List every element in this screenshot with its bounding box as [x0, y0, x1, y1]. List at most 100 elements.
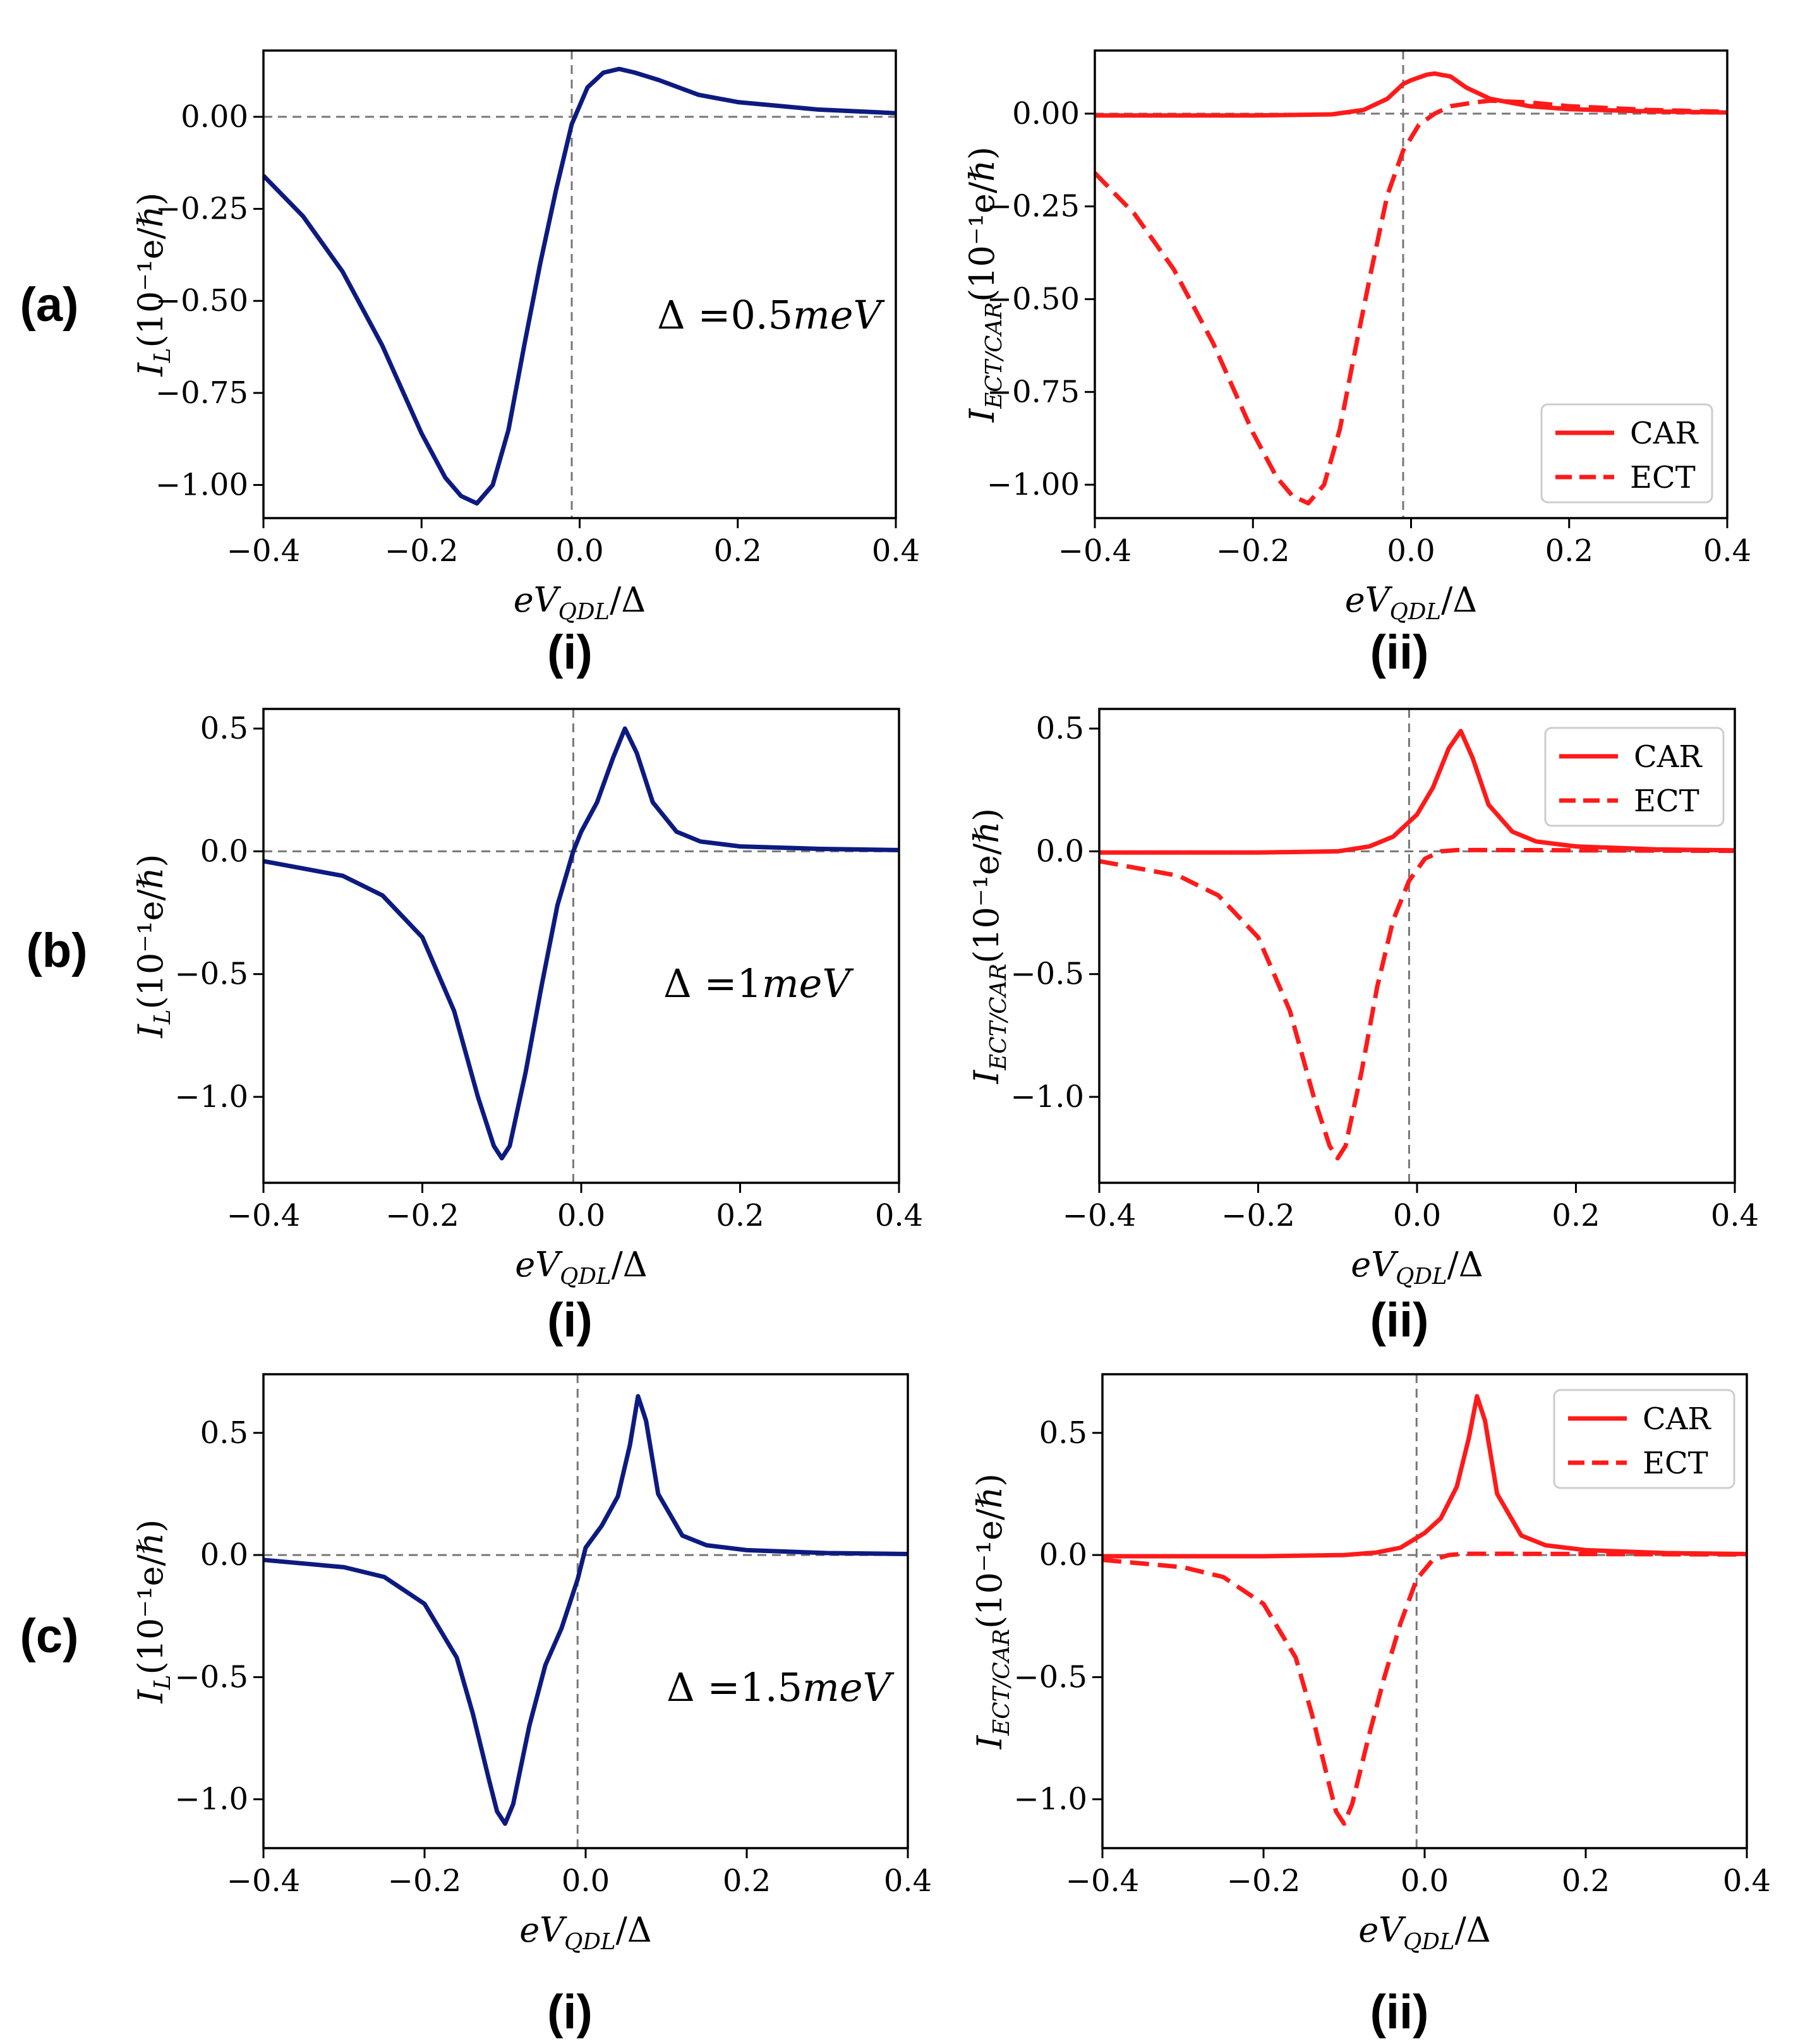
x-tick-label-c-ii: 0.2 [1562, 1863, 1610, 1899]
y-axis-label-a-i: IL(10⁻¹e/ℏ) [131, 193, 176, 377]
x-tick-label-a-i: 0.4 [872, 533, 920, 569]
x-tick-label-c-i: 0.4 [884, 1863, 932, 1899]
col-label-c-ii: (ii) [1370, 1985, 1429, 2039]
panel-b-i: −0.4 −0.2 0.0 0.2 0.4 0.5 0.0 −0.5 −1.0 eVQDL/Δ IL… [131, 708, 923, 1290]
y-axis-label-c-i-part-2: (10⁻¹e/ℏ) [131, 1520, 171, 1675]
y-tick-label-a-ii: 0.00 [1012, 96, 1080, 131]
y-tick-label-b-i: 0.0 [200, 833, 248, 869]
x-tick-label-a-ii: −0.2 [1216, 533, 1290, 569]
y-axis-label-a-ii-part-1: ECT/CAR [981, 302, 1007, 409]
y-axis-label-b-ii-part-1: ECT/CAR [986, 964, 1011, 1071]
series-il-c-i [263, 1394, 908, 1826]
annotation-b-i: Δ =1meV [663, 960, 854, 1007]
annotation-b-i-part-1: 1 [737, 960, 761, 1007]
x-tick-label-b-i: −0.2 [385, 1198, 459, 1233]
y-tick-label-a-ii: −0.75 [987, 374, 1080, 409]
y-tick-label-a-i: −0.25 [155, 191, 248, 227]
y-tick-label-c-ii: 0.0 [1039, 1537, 1087, 1573]
y-tick-label-a-i: −0.50 [155, 283, 248, 318]
x-tick-label-b-ii: −0.2 [1221, 1198, 1295, 1233]
series-car-b-ii [1099, 729, 1735, 855]
series-ect-a-ii [1093, 98, 1728, 505]
y-axis-label-a-i-part-2: (10⁻¹e/ℏ) [131, 193, 171, 348]
y-axis-label-c-i-part-1: L [150, 1674, 176, 1690]
col-label-b-ii: (ii) [1370, 1293, 1429, 1347]
panel-b-ii: −0.4 −0.2 0.0 0.2 0.40.50.0−0.5−1.0eVQDL/ΔIE… [967, 708, 1759, 1290]
y-tick-label-a-ii: −0.50 [987, 281, 1080, 317]
x-tick-label-b-i: −0.4 [227, 1198, 301, 1233]
row-label-a: (a) [20, 278, 79, 332]
x-axis-label-a-ii-part-1: QDL [1390, 599, 1441, 625]
series-car-a-ii [1095, 71, 1728, 118]
y-axis-label-b-i-part-2: (10⁻¹e/ℏ) [131, 854, 171, 1010]
x-tick-label-c-i: −0.4 [227, 1863, 301, 1899]
x-tick-label-a-ii: −0.4 [1058, 533, 1132, 569]
y-tick-label-b-i: −1.0 [174, 1079, 248, 1115]
row-label-b: (b) [26, 924, 87, 977]
y-tick-label-b-ii: 0.5 [1036, 711, 1084, 746]
x-tick-label-b-i: 0.2 [716, 1198, 764, 1233]
y-axis-label-c-i: IL(10⁻¹e/ℏ) [131, 1520, 176, 1704]
y-axis-label-c-ii: IECT/CAR(10⁻¹e/ℏ) [970, 1473, 1015, 1750]
y-tick-label-c-i: −1.0 [174, 1782, 248, 1817]
y-axis-label-a-ii: IECT/CAR(10⁻¹e/ℏ) [962, 147, 1007, 423]
x-axis-label-a-ii-part-0: eV [1345, 580, 1393, 620]
annotation-c-i-part-1: 1.5 [740, 1664, 802, 1710]
x-tick-label-c-ii: 0.0 [1401, 1863, 1449, 1899]
row-label-c: (c) [20, 1609, 79, 1663]
x-axis-label-a-i-part-1: QDL [558, 599, 610, 625]
y-tick-label-a-i: −0.75 [155, 375, 248, 411]
annotation-c-i-part-2: meV [802, 1664, 895, 1710]
x-axis-label-b-i-part-1: QDL [560, 1264, 611, 1290]
x-axis-label-c-ii: eVQDL/Δ [1358, 1910, 1491, 1955]
panel-c-ii: −0.4 −0.2 0.0 0.2 0.40.50.0−0.5−1.0eVQDL/ΔIE… [970, 1373, 1771, 1955]
y-axis-label-c-ii-part-0: I [970, 1734, 1010, 1750]
x-axis-label-c-ii-part-0: eV [1358, 1910, 1406, 1950]
x-axis-label-c-ii-part-2: /Δ [1455, 1910, 1491, 1950]
x-tick-label-c-ii: −0.2 [1227, 1863, 1301, 1899]
y-tick-label-a-i: 0.00 [181, 99, 248, 135]
y-tick-label-c-i: −0.5 [174, 1659, 248, 1695]
x-tick-label-b-ii: 0.0 [1393, 1198, 1441, 1233]
col-label-c-i: (i) [547, 1985, 593, 2039]
y-axis-label-a-i-part-1: L [150, 348, 176, 363]
col-label-b-i: (i) [547, 1293, 593, 1347]
y-tick-label-b-i: 0.5 [200, 711, 248, 746]
y-axis-label-b-i: IL(10⁻¹e/ℏ) [131, 854, 176, 1039]
y-axis-label-b-i-part-1: L [150, 1009, 176, 1025]
x-tick-label-b-i: 0.4 [875, 1198, 923, 1233]
panel-c-i: −0.4 −0.2 0.0 0.2 0.4 0.5 0.0 −0.5 −1.0 eVQDL/Δ IL… [131, 1373, 932, 1955]
x-tick-label-a-i: −0.4 [227, 533, 301, 569]
x-axis-label-b-i-part-2: /Δ [612, 1245, 648, 1285]
x-axis-label-a-i-part-0: eV [514, 580, 562, 620]
y-tick-label-c-ii: −0.5 [1013, 1659, 1087, 1695]
x-axis-label-a-ii-part-2: /Δ [1441, 580, 1477, 620]
series-ect-b-ii [1099, 847, 1735, 1161]
x-axis-label-b-ii-part-0: eV [1351, 1245, 1399, 1285]
annotation-c-i: Δ =1.5meV [667, 1664, 895, 1710]
x-tick-label-b-ii: 0.2 [1552, 1198, 1600, 1233]
y-tick-label-a-ii: −1.00 [987, 467, 1080, 502]
y-axis-label-a-i-part-0: I [131, 361, 171, 377]
legend-label-ect-c-ii: ECT [1643, 1446, 1708, 1481]
x-tick-label-c-ii: 0.4 [1723, 1863, 1771, 1899]
x-axis-label-b-i-part-0: eV [515, 1245, 563, 1285]
x-axis-label-b-ii-part-2: /Δ [1447, 1245, 1483, 1285]
y-axis-label-b-ii-part-2: (10⁻¹e/ℏ) [967, 808, 1006, 964]
x-axis-label-a-i: eVQDL/Δ [514, 580, 646, 625]
x-tick-label-a-ii: 0.2 [1545, 533, 1593, 569]
y-axis-label-c-i-part-0: I [131, 1688, 171, 1703]
y-tick-label-c-ii: −1.0 [1013, 1782, 1087, 1817]
x-tick-label-b-i: 0.0 [557, 1198, 605, 1233]
y-axis-label-c-ii-part-1: ECT/CAR [989, 1629, 1015, 1736]
annotation-a-i-part-2: meV [793, 292, 885, 338]
annotation-c-i-part-0: Δ = [667, 1664, 740, 1710]
annotation-a-i-part-1: 0.5 [730, 292, 793, 338]
y-axis-label-a-ii-part-0: I [962, 408, 1002, 423]
y-axis-label-a-ii-part-2: (10⁻¹e/ℏ) [962, 147, 1002, 302]
y-tick-label-b-i: −0.5 [174, 957, 248, 992]
x-axis-label-b-i: eVQDL/Δ [515, 1245, 648, 1290]
x-axis-label-a-i-part-2: /Δ [610, 580, 646, 620]
legend-label-car-a-ii: CAR [1630, 416, 1699, 451]
